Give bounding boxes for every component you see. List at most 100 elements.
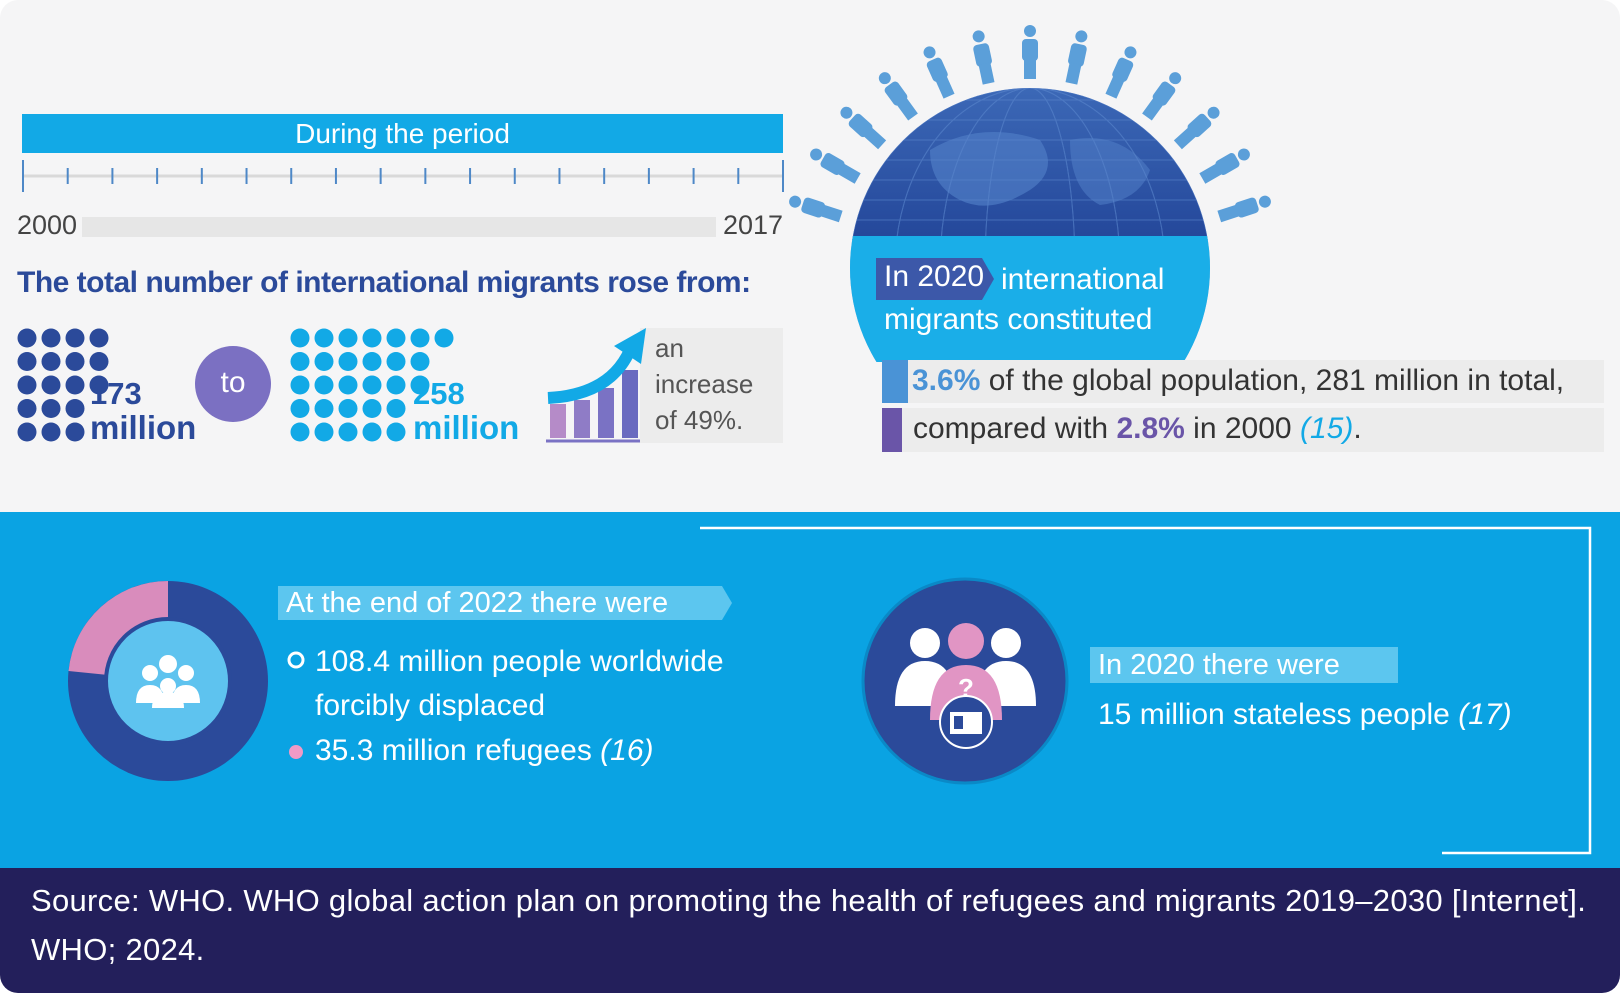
globe-text: international migrants constituted (884, 263, 1165, 336)
dot (386, 375, 406, 395)
dot (338, 399, 358, 418)
person-body (926, 57, 948, 82)
dot (290, 399, 310, 418)
person-legs (1065, 62, 1082, 85)
person-icon (810, 148, 861, 184)
person-icon (1142, 72, 1182, 121)
share-text-2000: compared with (913, 412, 1109, 445)
timeline-title: During the period (295, 118, 510, 149)
to-unit: million (413, 409, 520, 446)
dot (290, 352, 310, 371)
person-body (848, 113, 873, 138)
person-legs (1217, 204, 1241, 223)
person-icon (1199, 148, 1250, 184)
dot (338, 375, 358, 395)
dot (410, 375, 430, 395)
dot (362, 399, 382, 418)
person-body (1022, 39, 1038, 61)
person-legs (1105, 75, 1125, 99)
person-head (1075, 30, 1088, 43)
dot (338, 422, 358, 442)
dot (386, 352, 406, 371)
dot (290, 422, 310, 442)
person-body (1187, 113, 1212, 138)
person-legs (1173, 127, 1197, 150)
stateless-ref: (17) (1458, 698, 1512, 731)
stateless-heading: In 2020 there were (1098, 649, 1340, 681)
dot (386, 328, 406, 348)
dot (314, 422, 334, 442)
person-body (1152, 81, 1176, 106)
timeline-start: 2000 (17, 210, 78, 240)
stateless-line: 15 million stateless people (17) (1098, 698, 1512, 732)
person-body (1068, 43, 1087, 67)
svg-text:?: ? (958, 673, 974, 703)
share-ref: (15) (1299, 412, 1354, 445)
share-value-2000: 2.8% (1116, 412, 1185, 445)
dot (290, 328, 310, 348)
person-head (789, 195, 802, 208)
dot (386, 422, 406, 442)
share-after: in 2000 (1193, 412, 1292, 445)
dot (410, 328, 430, 348)
migrants-heading: The total number of international migran… (17, 266, 751, 299)
person-body (1234, 197, 1259, 218)
dot (89, 375, 109, 395)
share-value-2020: 3.6% (912, 364, 981, 397)
person-icon (1022, 25, 1038, 79)
dot (362, 422, 382, 442)
person-legs (1024, 59, 1036, 79)
person-head (1024, 25, 1036, 37)
share-text-2020: of the global population, 281 million in… (988, 364, 1565, 397)
dot (41, 422, 61, 442)
displaced-heading: At the end of 2022 there were (286, 587, 669, 619)
person-legs (978, 62, 995, 85)
increase: an increase of 49%. (655, 333, 754, 435)
connector: to (220, 366, 246, 399)
dot (65, 399, 85, 418)
globe-badge: In 2020 (884, 260, 985, 293)
person-body (1215, 153, 1240, 175)
person-icon (1173, 106, 1220, 150)
person-head (840, 106, 853, 119)
person-head (878, 72, 891, 85)
person-head (972, 30, 985, 43)
dot (338, 328, 358, 348)
dot (89, 352, 109, 371)
person-legs (896, 97, 918, 121)
person-body (884, 81, 908, 106)
dot (434, 328, 454, 348)
source: Source: WHO. WHO global action plan on p… (31, 883, 1587, 967)
dot (65, 422, 85, 442)
person-body (973, 43, 992, 67)
dot (41, 399, 61, 418)
person-icon (789, 195, 843, 223)
person-head (1258, 195, 1271, 208)
dot (362, 328, 382, 348)
dot (41, 328, 61, 348)
person-body (1112, 57, 1134, 82)
dot (89, 328, 109, 348)
to-value: 258 (413, 376, 465, 411)
refugees-ref: (16) (600, 734, 654, 767)
displaced-item-2: 35.3 million refugees (16) (315, 734, 654, 768)
dot (362, 375, 382, 395)
person-icon (1217, 195, 1271, 223)
displaced-item-1: 108.4 million people worldwide forcibly … (315, 645, 724, 722)
dot (17, 375, 37, 395)
dot (17, 328, 37, 348)
person-head (923, 46, 936, 59)
person-head (1124, 46, 1137, 59)
dot (362, 352, 382, 371)
dot (65, 328, 85, 348)
stateless-text: 15 million stateless people (1098, 698, 1450, 731)
person-legs (837, 163, 861, 184)
share-line-2: compared with 2.8% in 2000 (15). (913, 412, 1362, 446)
person-head (1237, 148, 1250, 161)
person-icon (923, 46, 955, 99)
dot (410, 352, 430, 371)
timeline-end: 2017 (723, 210, 784, 240)
person-icon (972, 30, 995, 85)
